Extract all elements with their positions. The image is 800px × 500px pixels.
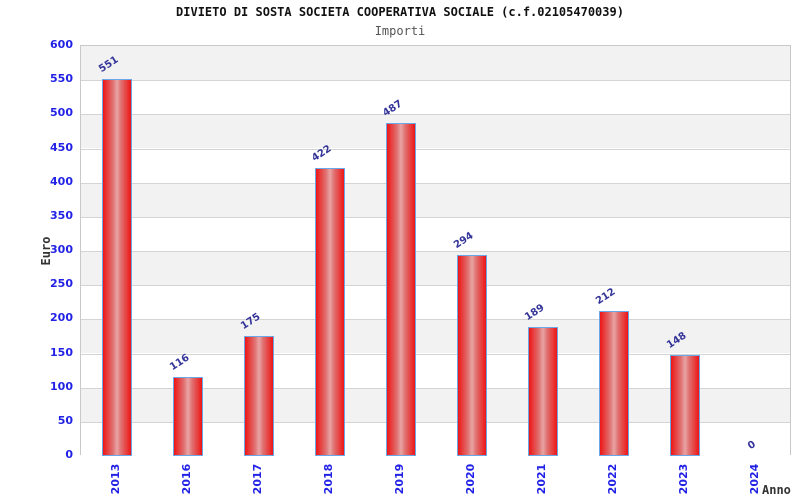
y-tick-label: 300 bbox=[50, 243, 73, 256]
y-tick-label: 400 bbox=[50, 174, 73, 188]
gridline bbox=[81, 387, 790, 389]
grid-band bbox=[81, 319, 790, 354]
y-tick-label: 450 bbox=[50, 140, 73, 154]
bar bbox=[385, 123, 416, 456]
gridline bbox=[81, 80, 790, 82]
y-tick-label: 350 bbox=[50, 208, 73, 222]
gridline bbox=[81, 182, 790, 184]
bar bbox=[101, 79, 132, 456]
bar bbox=[314, 167, 345, 456]
grid-band bbox=[81, 251, 790, 286]
bar bbox=[243, 336, 274, 456]
gridline bbox=[81, 114, 790, 116]
x-tick-label: 2018 bbox=[321, 463, 335, 495]
grid-band bbox=[81, 46, 790, 81]
bar bbox=[172, 376, 203, 456]
x-tick-label: 2019 bbox=[392, 463, 406, 495]
bar bbox=[457, 255, 488, 456]
grid-band bbox=[81, 80, 790, 115]
grid-band bbox=[81, 216, 790, 251]
x-tick-label: 2024 bbox=[748, 463, 762, 495]
y-tick-label: 550 bbox=[50, 72, 73, 86]
y-tick-label: 50 bbox=[57, 413, 73, 427]
y-tick-label: 600 bbox=[50, 38, 73, 51]
y-tick-label: 250 bbox=[50, 277, 73, 291]
y-tick-label: 500 bbox=[50, 106, 73, 120]
y-tick-label: 0 bbox=[65, 448, 73, 461]
gridline bbox=[81, 148, 790, 150]
x-tick-label: 2016 bbox=[179, 463, 193, 495]
grid-band bbox=[81, 148, 790, 183]
gridline bbox=[81, 251, 790, 252]
x-tick-label: 2023 bbox=[677, 463, 691, 495]
gridline bbox=[81, 319, 790, 321]
gridline bbox=[81, 285, 790, 287]
y-tick-label: 150 bbox=[50, 345, 73, 359]
gridline bbox=[81, 421, 790, 423]
y-tick-label: 100 bbox=[50, 379, 73, 393]
grid-band bbox=[81, 182, 790, 217]
bar bbox=[670, 354, 701, 456]
gridline bbox=[81, 216, 790, 218]
y-tick-label: 200 bbox=[50, 311, 73, 325]
x-tick-label: 2020 bbox=[464, 463, 478, 495]
x-tick-label: 2021 bbox=[535, 463, 549, 495]
gridline bbox=[81, 353, 790, 355]
x-tick-label: 2022 bbox=[606, 463, 620, 495]
chart-subtitle: Importi bbox=[374, 24, 426, 38]
x-tick-label: 2017 bbox=[250, 463, 264, 495]
x-tick-label: 2013 bbox=[108, 463, 122, 495]
plot-area: 551 116 175 422 487 294 189 212 148 0 bbox=[80, 45, 791, 456]
bar bbox=[528, 326, 559, 456]
bar bbox=[599, 311, 630, 456]
chart-title: DIVIETO DI SOSTA SOCIETA COOPERATIVA SOC… bbox=[176, 5, 624, 19]
grid-band bbox=[81, 114, 790, 149]
grid-band bbox=[81, 285, 790, 320]
x-axis-label: Anno bbox=[762, 483, 791, 497]
